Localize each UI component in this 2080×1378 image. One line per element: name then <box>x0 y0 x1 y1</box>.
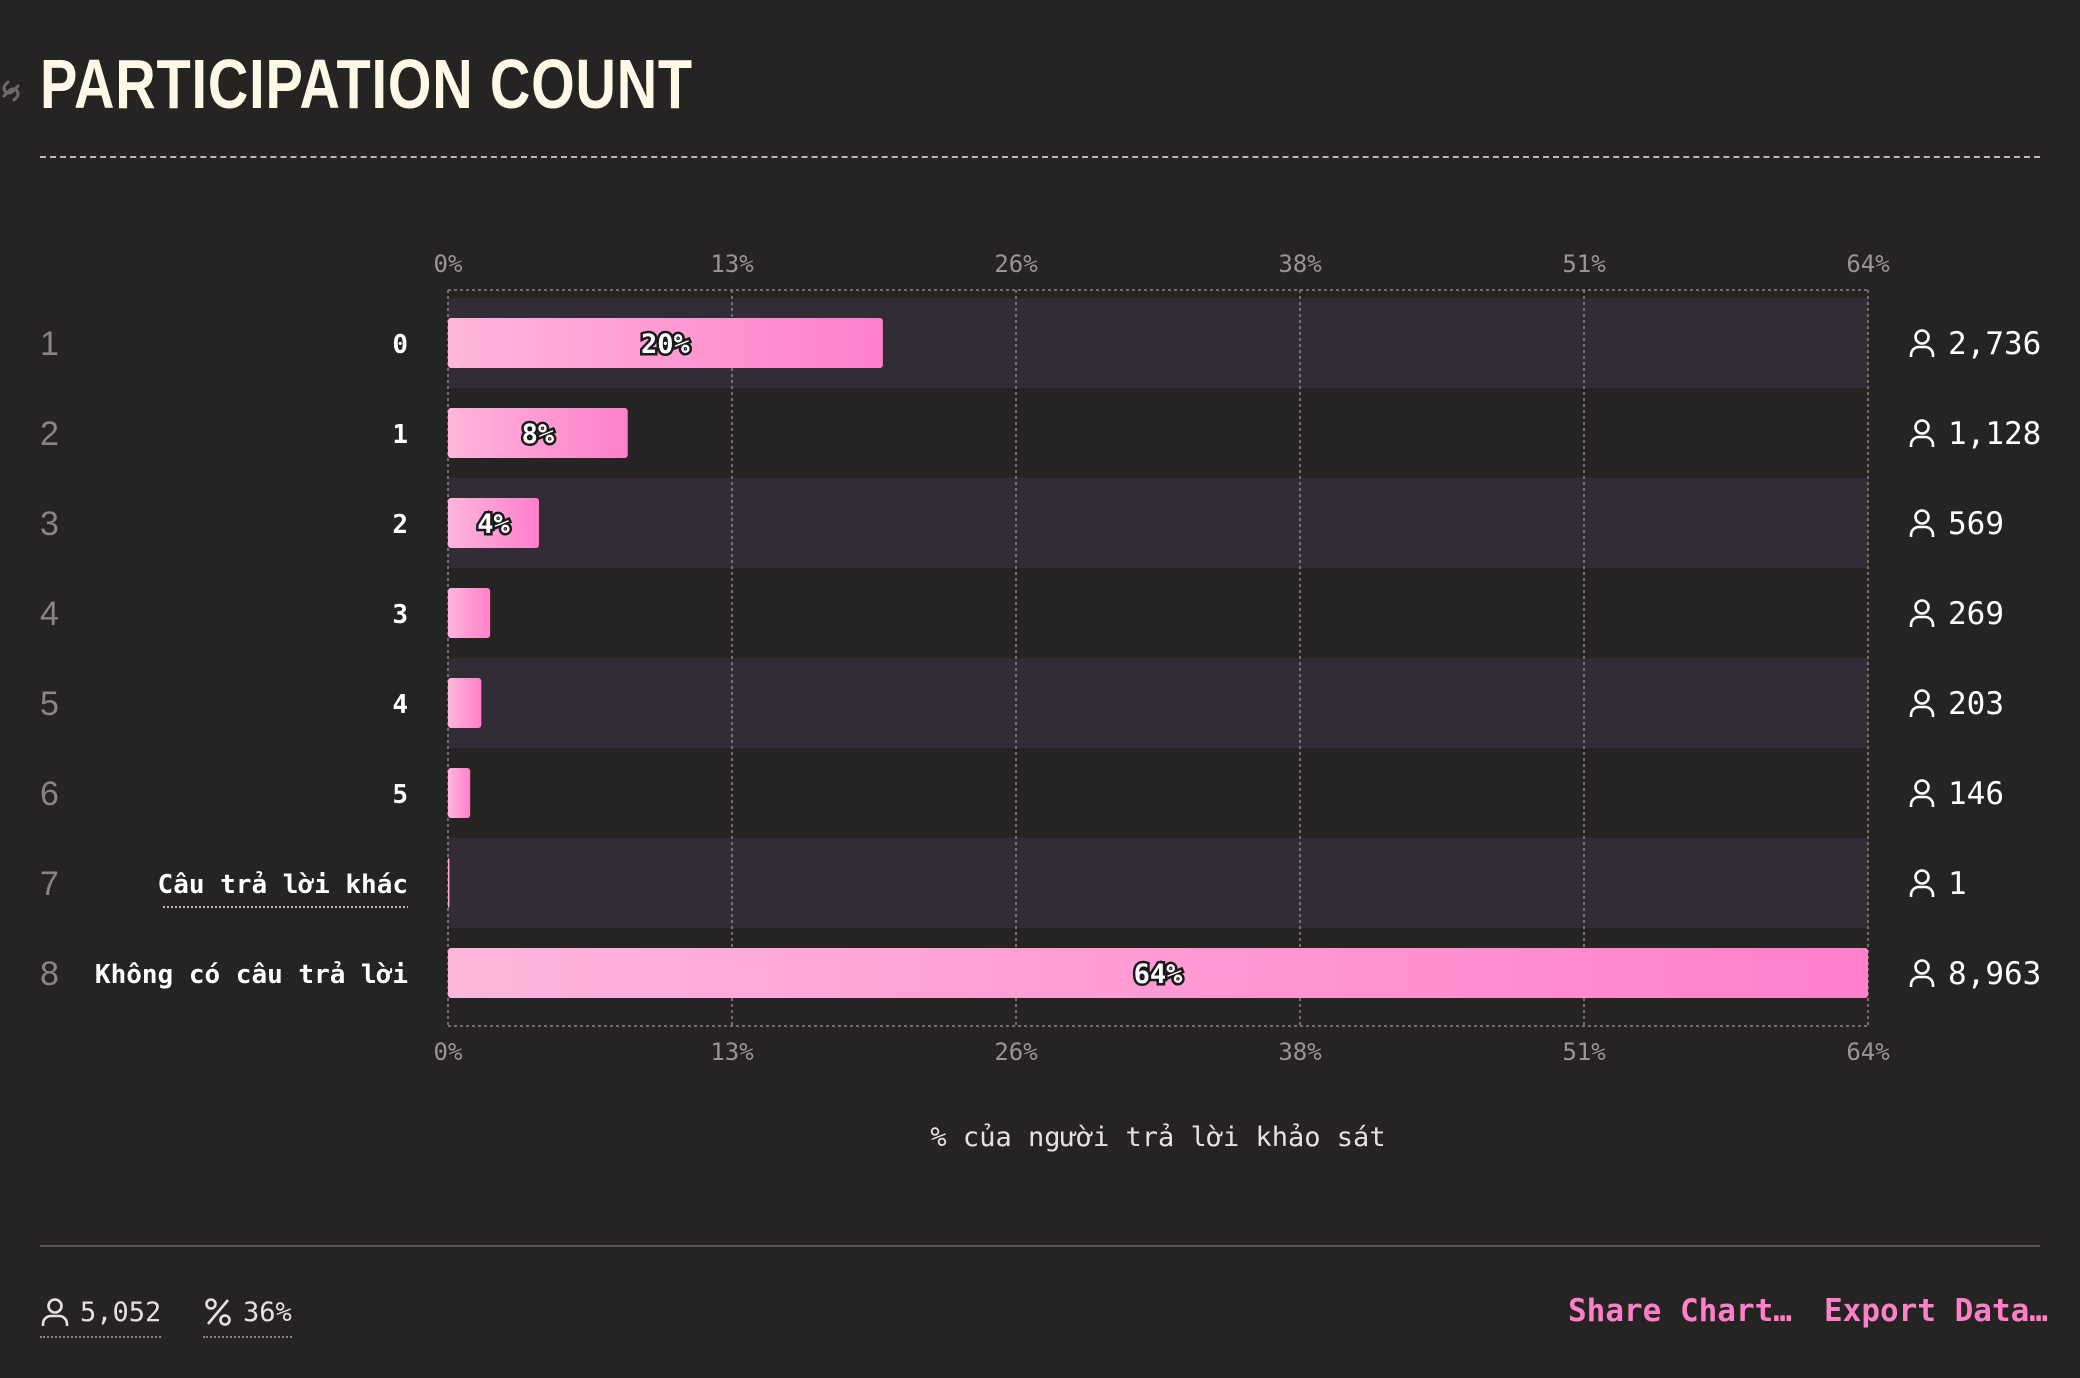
x-tick-label-bottom: 64% <box>1846 1038 1890 1066</box>
bar <box>448 858 450 908</box>
category-label: 3 <box>392 600 408 630</box>
respondent-percent[interactable]: 36% <box>203 1292 292 1338</box>
user-icon <box>1909 869 1935 897</box>
category-label: 1 <box>392 420 408 450</box>
bar <box>448 948 1868 998</box>
category-label: 2 <box>392 510 408 540</box>
x-tick-label-top: 13% <box>710 250 754 278</box>
rank-label: 2 <box>40 415 59 453</box>
bar-value-label: 64% <box>1134 959 1184 990</box>
x-tick-label-top: 26% <box>994 250 1038 278</box>
x-axis-title: % của người trả lời khảo sát <box>930 1122 1385 1153</box>
bar <box>448 408 628 458</box>
user-icon <box>1909 599 1935 627</box>
link-icon[interactable] <box>0 74 22 108</box>
row-band <box>448 478 1868 568</box>
bar <box>448 588 491 638</box>
respondent-percent-value: 36% <box>243 1296 292 1328</box>
respondent-count-label: 269 <box>1948 596 2004 632</box>
respondent-count-label: 203 <box>1948 686 2004 722</box>
rank-label: 3 <box>40 505 59 543</box>
footer-divider <box>40 1245 2040 1247</box>
share-chart-button[interactable]: Share Chart… <box>1568 1293 1792 1329</box>
x-tick-label-bottom: 38% <box>1278 1038 1322 1066</box>
x-tick-label-top: 0% <box>434 250 463 278</box>
rank-label: 4 <box>40 595 59 633</box>
x-tick-label-top: 38% <box>1278 250 1322 278</box>
x-tick-label-bottom: 0% <box>434 1038 463 1066</box>
user-icon <box>1909 779 1935 807</box>
user-icon <box>1909 689 1935 717</box>
bar-chart: 0%0%13%13%26%26%38%38%51%51%64%64%1 0 20% 2… <box>40 250 2041 1153</box>
bar <box>448 768 471 818</box>
rank-label: 6 <box>40 775 59 813</box>
category-label: Không có câu trả lời <box>95 960 408 990</box>
respondent-count-label: 1,128 <box>1948 416 2041 452</box>
percent-icon <box>203 1296 233 1328</box>
category-label: 4 <box>392 690 408 720</box>
bar <box>448 318 883 368</box>
user-icon <box>1909 329 1935 357</box>
bar <box>448 678 482 728</box>
bar-value-label: 4% <box>477 509 510 540</box>
bar-value-label: 8% <box>522 419 555 450</box>
respondent-count-label: 8,963 <box>1948 956 2041 992</box>
export-data-button[interactable]: Export Data… <box>1824 1293 2048 1329</box>
respondent-count-label: 146 <box>1948 776 2004 812</box>
category-label: 0 <box>392 330 408 360</box>
respondent-count[interactable]: 5,052 <box>40 1292 162 1338</box>
user-icon <box>1909 419 1935 447</box>
page-title: PARTICIPATION COUNT <box>40 45 693 123</box>
x-tick-label-top: 64% <box>1846 250 1890 278</box>
rank-label: 8 <box>40 955 59 993</box>
title-divider <box>40 156 2040 158</box>
x-tick-label-top: 51% <box>1562 250 1606 278</box>
rank-label: 5 <box>40 685 59 723</box>
bar-value-label: 20% <box>641 329 691 360</box>
rank-label: 7 <box>40 865 59 903</box>
user-icon <box>1909 509 1935 537</box>
category-label: 5 <box>392 780 408 810</box>
user-icon <box>1909 959 1935 987</box>
x-tick-label-bottom: 26% <box>994 1038 1038 1066</box>
user-icon <box>40 1296 70 1328</box>
row-band <box>448 658 1868 748</box>
respondent-count-label: 569 <box>1948 506 2004 542</box>
respondent-count-value: 5,052 <box>80 1296 162 1328</box>
x-tick-label-bottom: 13% <box>710 1038 754 1066</box>
respondent-count-label: 2,736 <box>1948 326 2041 362</box>
x-tick-label-bottom: 51% <box>1562 1038 1606 1066</box>
respondent-count-label: 1 <box>1948 866 1967 902</box>
rank-label: 1 <box>40 325 59 363</box>
category-label: Câu trả lời khác <box>158 870 408 900</box>
row-band <box>448 838 1868 928</box>
bar <box>448 498 539 548</box>
